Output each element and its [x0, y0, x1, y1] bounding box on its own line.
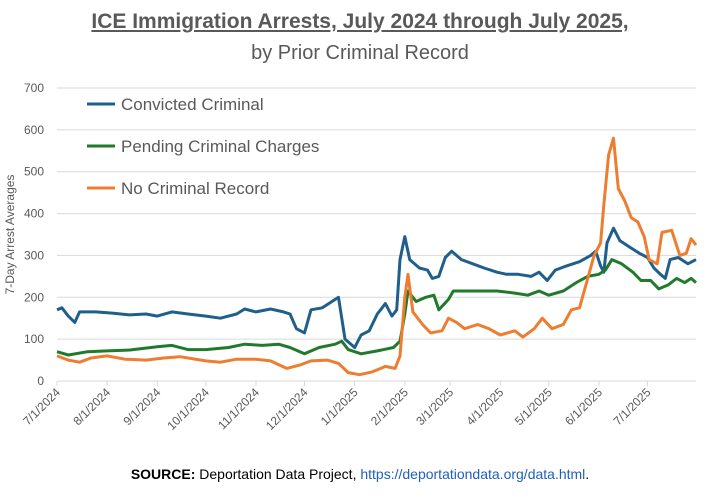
y-axis-label: 7-Day Arrest Averages: [3, 175, 17, 295]
y-tick-label: 200: [24, 290, 44, 304]
x-tick-label: 5/1/2025: [512, 385, 555, 428]
x-tick-label: 2/1/2025: [368, 385, 411, 428]
x-tick-label: 10/1/2024: [164, 385, 212, 433]
legend-label: Convicted Criminal: [121, 95, 264, 114]
x-tick-label: 8/1/2024: [70, 385, 113, 428]
x-tick-label: 3/1/2025: [413, 385, 456, 428]
y-tick-label: 400: [24, 207, 44, 221]
x-tick-label: 12/1/2024: [263, 385, 311, 433]
legend-label: No Criminal Record: [121, 179, 269, 198]
chart-title: ICE Immigration Arrests, July 2024 throu…: [91, 10, 629, 33]
y-tick-label: 300: [24, 248, 44, 262]
x-tick-label: 6/1/2025: [562, 385, 605, 428]
y-tick-label: 700: [24, 81, 44, 95]
source-label: SOURCE:: [130, 466, 196, 482]
x-tick-label: 7/1/2025: [611, 385, 654, 428]
series-line-no-criminal-record: [56, 136, 698, 377]
source-link[interactable]: https://deportationdata.org/data.html: [360, 466, 586, 482]
y-tick-label: 600: [24, 123, 44, 137]
legend-label: Pending Criminal Charges: [121, 137, 319, 156]
x-tick-label: 7/1/2024: [20, 385, 63, 428]
source-note: SOURCE: Deportation Data Project, https:…: [0, 466, 720, 482]
x-tick-label: 1/1/2025: [318, 385, 361, 428]
source-text: Deportation Data Project,: [195, 466, 361, 482]
series-line-pending-criminal-charges: [56, 258, 697, 357]
y-tick-label: 100: [24, 332, 44, 346]
y-tick-label: 500: [24, 165, 44, 179]
x-tick-label: 9/1/2024: [120, 385, 163, 428]
x-tick-label: 4/1/2025: [463, 385, 506, 428]
y-tick-label: 0: [37, 374, 44, 388]
chart-subtitle: by Prior Criminal Record: [251, 42, 469, 64]
source-end: .: [585, 466, 590, 482]
series-line-convicted-criminal: [56, 226, 697, 349]
x-tick-label: 11/1/2024: [215, 385, 262, 432]
